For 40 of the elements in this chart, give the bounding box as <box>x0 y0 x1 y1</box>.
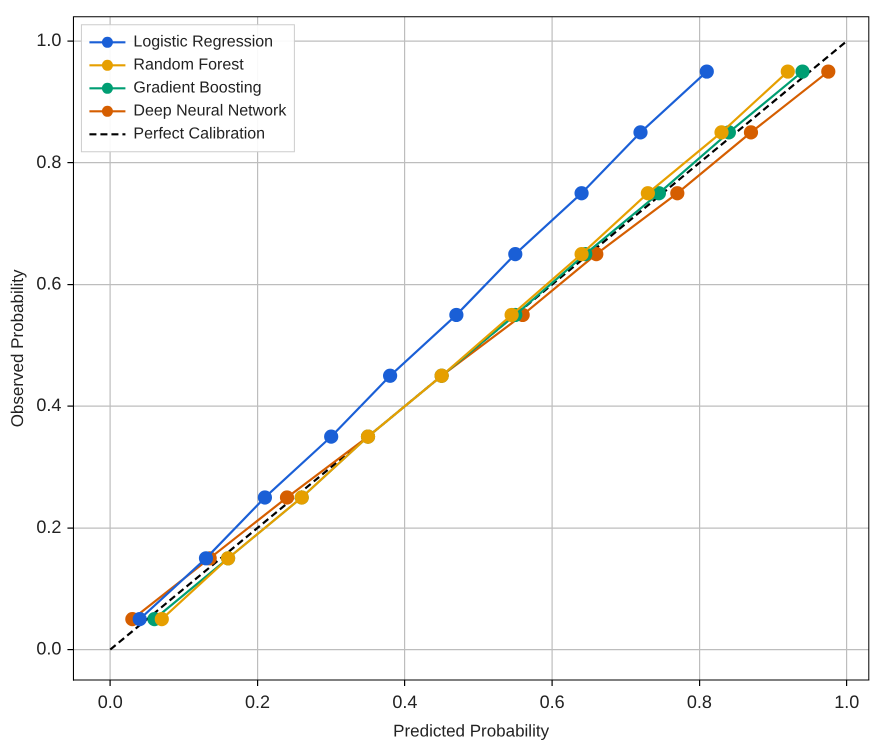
point <box>700 64 714 79</box>
y-axis-title: Observed Probability <box>8 269 27 428</box>
point <box>383 368 398 383</box>
legend-label: Random Forest <box>133 56 244 74</box>
y-tick-label: 0.6 <box>36 273 62 294</box>
y-tick-label: 0.4 <box>36 395 62 416</box>
x-tick-label: 1.0 <box>834 692 860 712</box>
point <box>744 125 758 140</box>
point <box>258 490 272 505</box>
point <box>640 186 655 200</box>
legend-label: Perfect Calibration <box>133 126 266 143</box>
y-tick-label: 0.0 <box>36 638 62 659</box>
x-tick-label: 0.0 <box>98 692 123 712</box>
point <box>504 308 519 322</box>
point <box>780 64 795 79</box>
x-tick-label: 0.8 <box>686 692 712 712</box>
point <box>508 246 522 262</box>
x-axis-title: Predicted Probability <box>393 721 550 740</box>
x-tick-label: 0.2 <box>245 692 270 712</box>
y-tick-label: 0.2 <box>36 516 62 537</box>
x-tick-label: 0.4 <box>392 692 418 712</box>
point <box>633 125 648 140</box>
point <box>324 430 338 444</box>
point <box>574 186 589 200</box>
point <box>132 612 147 626</box>
point <box>821 64 836 79</box>
y-tick-label: 0.8 <box>36 152 62 172</box>
point <box>280 490 294 505</box>
y-tick-label: 1.0 <box>36 30 62 50</box>
point <box>670 186 684 200</box>
point <box>198 551 214 566</box>
legend-label: Deep Neural Network <box>133 102 288 120</box>
point <box>574 246 589 262</box>
point <box>795 64 810 79</box>
point <box>449 308 464 322</box>
x-tick-label: 0.6 <box>540 692 565 712</box>
point <box>714 125 729 140</box>
legend-label: Logistic Regression <box>133 34 274 51</box>
legend-label: Gradient Boosting <box>133 80 262 97</box>
point <box>154 612 169 626</box>
